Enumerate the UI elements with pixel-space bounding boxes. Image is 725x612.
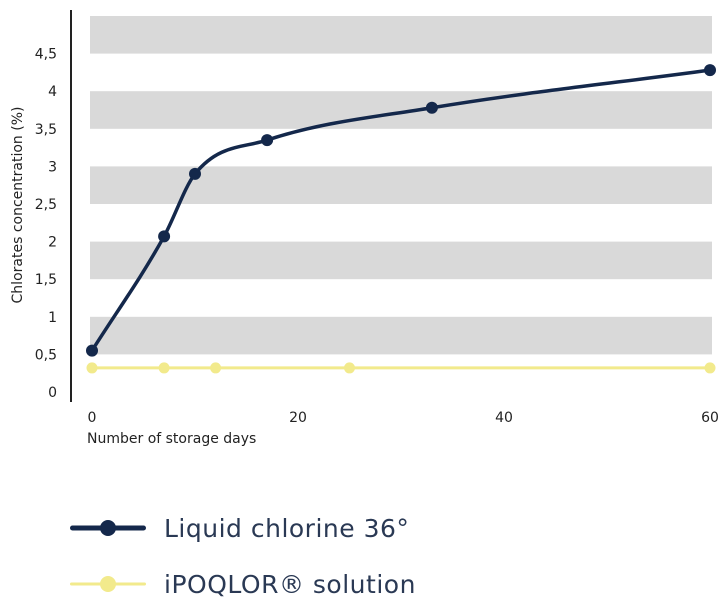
data-point xyxy=(86,344,98,357)
y-tick-label: 1 xyxy=(48,310,57,326)
data-point xyxy=(261,134,274,147)
y-tick-label: 2 xyxy=(48,235,57,251)
x-axis-title: Number of storage days xyxy=(87,431,256,447)
y-tick-labels: 0 0,5 1 1,5 2 2,5 3 3,5 4 4,5 xyxy=(35,47,57,401)
data-point xyxy=(704,64,716,77)
background-band xyxy=(90,316,712,355)
background-band xyxy=(90,16,712,54)
data-point xyxy=(425,101,438,114)
legend-item-ipoqlor: iPOQLOR® solution xyxy=(70,556,416,612)
legend-swatch-liquid-chlorine xyxy=(70,516,146,540)
legend-swatch-ipoqlor xyxy=(70,572,146,596)
x-tick-label: 60 xyxy=(701,410,719,426)
data-point xyxy=(344,362,355,374)
background-bands xyxy=(90,16,712,355)
y-tick-label: 0,5 xyxy=(35,347,57,363)
series-liquid-chlorine xyxy=(86,64,716,357)
background-band xyxy=(90,91,712,129)
data-point xyxy=(210,362,222,374)
y-tick-label: 3,5 xyxy=(35,122,57,138)
series-layer xyxy=(86,64,716,374)
y-tick-label: 4 xyxy=(48,84,57,100)
chlorate-line-chart: 0 0,5 1 1,5 2 2,5 3 3,5 4 4,5 0 20 40 60 Number of s… xyxy=(10,10,719,447)
data-point xyxy=(158,230,171,243)
background-band xyxy=(90,241,712,280)
data-point xyxy=(704,362,716,374)
series-ipoqlor xyxy=(86,362,716,374)
legend-marker xyxy=(100,520,116,536)
x-tick-label: 0 xyxy=(88,410,97,426)
y-axis-title: Chlorates concentration (%) xyxy=(10,107,26,304)
legend: Liquid chlorine 36° iPOQLOR® solution xyxy=(70,500,416,612)
y-tick-label: 0 xyxy=(48,385,57,401)
data-point xyxy=(86,362,98,374)
legend-label-ipoqlor: iPOQLOR® solution xyxy=(164,569,416,599)
legend-marker xyxy=(100,576,116,592)
y-tick-label: 4,5 xyxy=(35,47,57,63)
legend-item-liquid-chlorine: Liquid chlorine 36° xyxy=(70,500,416,556)
legend-label-liquid-chlorine: Liquid chlorine 36° xyxy=(164,513,410,543)
x-tick-labels: 0 20 40 60 xyxy=(88,410,719,426)
y-tick-label: 3 xyxy=(48,159,57,175)
data-point xyxy=(189,167,201,180)
y-tick-label: 1,5 xyxy=(35,272,57,288)
x-tick-label: 40 xyxy=(495,410,513,426)
x-tick-label: 20 xyxy=(289,410,307,426)
data-point xyxy=(158,362,170,374)
y-tick-label: 2,5 xyxy=(35,197,57,213)
